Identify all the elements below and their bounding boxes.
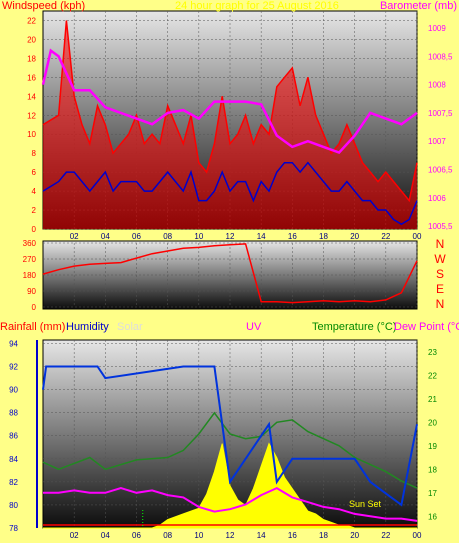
humidity-y-tick: 92: [9, 363, 18, 372]
wind-x-tick: 04: [101, 232, 110, 241]
barometer-y-tick: 1008,5: [428, 52, 453, 61]
temp-x-tick: 18: [319, 531, 328, 540]
wind-gust-line: [42, 20, 418, 203]
humidity-y-tick: 82: [9, 478, 18, 487]
temp-x-tick: 02: [70, 531, 79, 540]
barometer-y-tick: 1005,5: [428, 222, 453, 231]
wind-x-tick: 16: [288, 232, 297, 241]
barometer-line: [41, 48, 418, 155]
direction-y-tick: 360: [23, 239, 37, 248]
wind-x-tick: 02: [70, 232, 79, 241]
direction-y-tick: 0: [32, 303, 37, 312]
barometer-y-tick: 1009: [428, 24, 446, 33]
windspeed-y-tick: 18: [27, 54, 36, 63]
wind-gust-area: [43, 20, 417, 229]
temperature-y-tick: 19: [428, 442, 437, 451]
temperature-y-tick: 18: [428, 465, 437, 474]
humidity-label: Humidity: [66, 321, 109, 333]
wind-x-tick: 00: [413, 232, 422, 241]
wind-x-tick: 12: [226, 232, 235, 241]
temperature-y-tick: 23: [428, 348, 437, 357]
chart-title: 24 hour graph for 25 August 2016: [175, 0, 339, 12]
windspeed-y-tick: 10: [27, 130, 36, 139]
windspeed-y-tick: 8: [32, 149, 37, 158]
wind-average-line: [42, 161, 418, 226]
solar-area: [43, 442, 417, 529]
wind-x-tick: 08: [163, 232, 172, 241]
wind-x-tick: 18: [319, 232, 328, 241]
windspeed-y-tick: 14: [27, 92, 36, 101]
windspeed-y-tick: 12: [27, 111, 36, 120]
windspeed-y-tick: 6: [32, 168, 37, 177]
compass-label: S: [436, 267, 444, 281]
direction-y-tick: 270: [23, 255, 37, 264]
compass-label: N: [436, 237, 445, 251]
temp-x-tick: 20: [350, 531, 359, 540]
uv-label: UV: [246, 321, 262, 333]
compass-label: E: [436, 282, 444, 296]
barometer-axis-title: Barometer (mb): [380, 0, 457, 12]
temp-x-tick: 06: [132, 531, 141, 540]
compass-label: W: [434, 252, 446, 266]
wind-x-tick: 14: [257, 232, 266, 241]
dewpoint-label: Dew Point (°C): [394, 321, 459, 333]
wind-direction-line: [42, 243, 418, 304]
rainfall-label: Rainfall (mm): [0, 321, 65, 333]
barometer-y-tick: 1007: [428, 137, 446, 146]
humidity-y-tick: 78: [9, 524, 18, 533]
dewpoint-line: [43, 486, 418, 522]
temperature-y-tick: 22: [428, 371, 437, 380]
humidity-y-tick: 84: [9, 455, 18, 464]
compass-label: N: [436, 297, 445, 311]
temperature-y-tick: 16: [428, 512, 437, 521]
wind-x-tick: 22: [381, 232, 390, 241]
windspeed-y-tick: 4: [32, 187, 37, 196]
temperature-line: [42, 411, 418, 489]
humidity-y-tick: 94: [9, 339, 18, 348]
windspeed-axis-title: Windspeed (kph): [2, 0, 85, 12]
sunset-annotation: Sun Set: [349, 499, 382, 509]
barometer-y-tick: 1008: [428, 81, 446, 90]
barometer-y-tick: 1006: [428, 194, 446, 203]
temperature-label: Temperature (°C): [312, 321, 396, 333]
temp-x-tick: 08: [163, 531, 172, 540]
direction-y-tick: 180: [23, 271, 37, 280]
temp-x-tick: 22: [381, 531, 390, 540]
temp-x-tick: 00: [413, 531, 422, 540]
windspeed-y-tick: 2: [32, 206, 37, 215]
solar-label: Solar: [117, 321, 143, 333]
humidity-y-tick: 86: [9, 432, 18, 441]
windspeed-y-tick: 22: [27, 16, 36, 25]
windspeed-y-tick: 16: [27, 73, 36, 82]
wind-x-tick: 06: [132, 232, 141, 241]
humidity-y-tick: 90: [9, 386, 18, 395]
temperature-y-tick: 21: [428, 395, 437, 404]
temp-x-tick: 12: [226, 531, 235, 540]
temp-x-tick: 16: [288, 531, 297, 540]
temperature-y-tick: 17: [428, 489, 437, 498]
temp-x-tick: 04: [101, 531, 110, 540]
wind-x-tick: 20: [350, 232, 359, 241]
humidity-y-tick: 80: [9, 501, 18, 510]
temp-humidity-panel: Rainfall (mm) Humidity Solar UV Temperat…: [0, 321, 459, 540]
wind-x-tick: 10: [194, 232, 203, 241]
barometer-y-tick: 1007,5: [428, 109, 453, 118]
temp-x-tick: 10: [194, 531, 203, 540]
humidity-line: [42, 365, 418, 507]
windspeed-y-tick: 20: [27, 35, 36, 44]
barometer-y-tick: 1006,5: [428, 166, 453, 175]
windspeed-y-tick: 0: [32, 225, 37, 234]
temperature-y-tick: 20: [428, 418, 437, 427]
direction-y-tick: 90: [27, 287, 36, 296]
wind-baro-panel: Windspeed (kph) 24 hour graph for 25 Aug…: [2, 0, 457, 241]
temp-x-tick: 14: [257, 531, 266, 540]
humidity-y-tick: 88: [9, 409, 18, 418]
